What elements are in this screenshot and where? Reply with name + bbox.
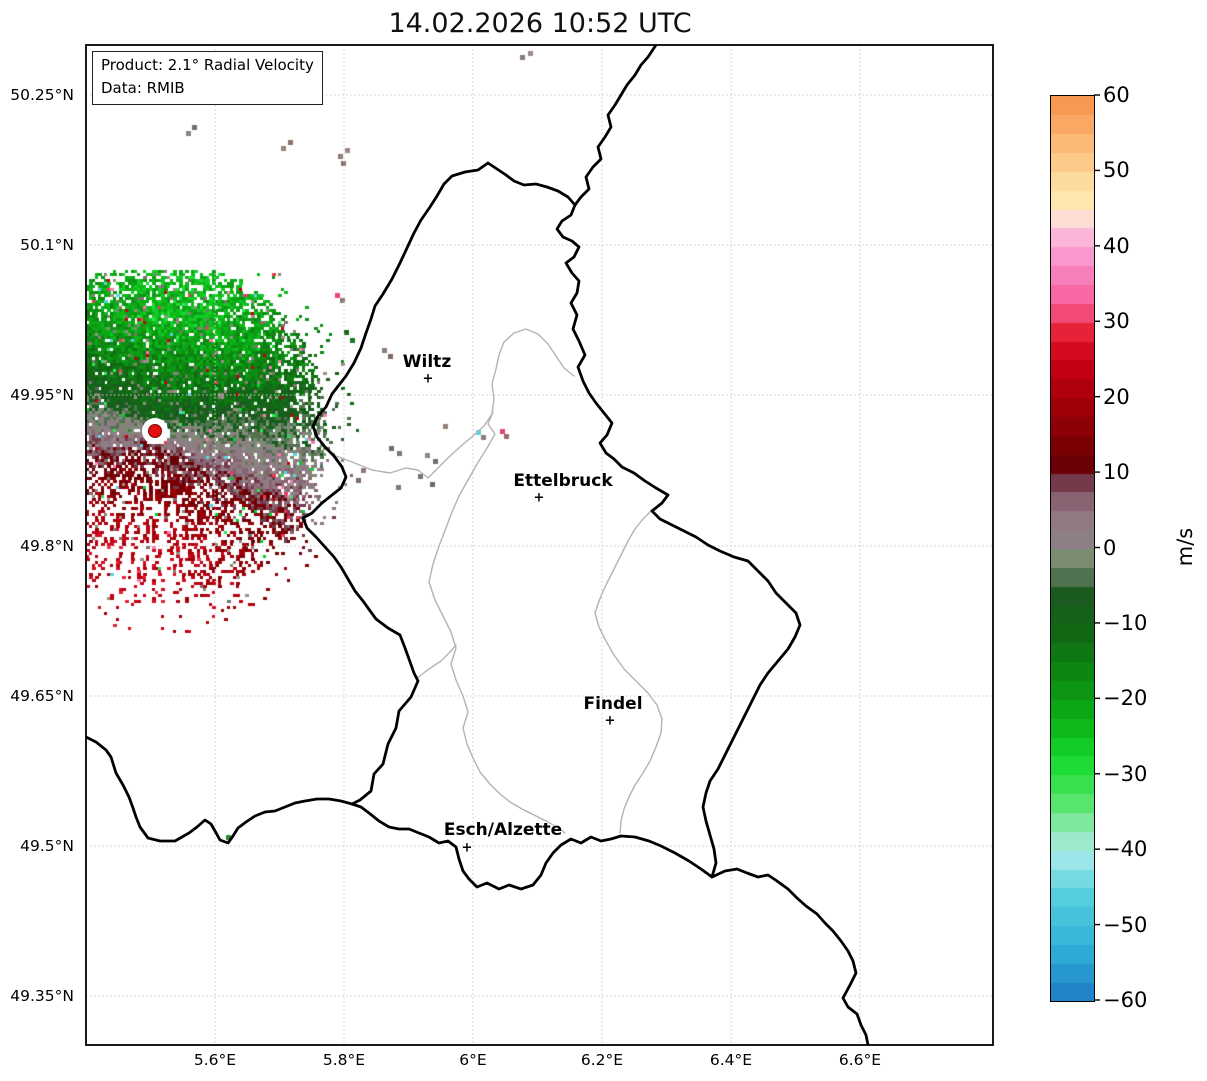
y-tick-label: 49.95°N	[10, 386, 74, 404]
figure-title: 14.02.2026 10:52 UTC	[388, 8, 692, 39]
city-marker-icon: +	[604, 713, 616, 729]
colorbar-tick-label: −20	[1103, 686, 1148, 711]
product-line: Product: 2.1° Radial Velocity	[101, 56, 314, 74]
x-tick-label: 6.6°E	[838, 1051, 882, 1069]
colorbar-tick-label: 30	[1103, 309, 1130, 334]
y-tick-label: 49.5°N	[20, 837, 74, 855]
data-source-line: Data: RMIB	[101, 79, 185, 98]
city-label: Esch/Alzette	[443, 820, 563, 840]
city-label: Ettelbruck	[513, 471, 613, 491]
x-tick-label: 6.4°E	[709, 1051, 753, 1069]
city-label: Wiltz	[402, 352, 452, 372]
y-tick-label: 50.25°N	[10, 86, 74, 104]
x-tick-label: 5.6°E	[193, 1051, 237, 1069]
x-tick-label: 5.8°E	[322, 1051, 366, 1069]
y-tick-label: 50.1°N	[20, 236, 74, 254]
y-tick-label: 49.35°N	[10, 987, 74, 1005]
city-marker-icon: +	[422, 371, 434, 387]
radar-site-marker	[142, 418, 168, 444]
city-marker-icon: +	[533, 490, 545, 506]
colorbar-tick-label: −40	[1103, 837, 1148, 862]
colorbar-tick-label: 10	[1103, 460, 1130, 485]
colorbar-tick-label: −50	[1103, 912, 1148, 937]
x-tick-label: 6°E	[459, 1051, 487, 1069]
district-borders	[332, 328, 663, 834]
colorbar-unit-label: m/s	[1173, 527, 1197, 567]
city-label: Findel	[583, 694, 643, 714]
colorbar-tick-label: −10	[1103, 610, 1148, 635]
y-tick-label: 49.65°N	[10, 687, 74, 705]
colorbar-tick-label: 50	[1103, 158, 1130, 183]
x-tick-label: 6.2°E	[580, 1051, 624, 1069]
map-layers	[86, 45, 993, 1045]
colorbar-tick-label: −60	[1103, 988, 1148, 1012]
colorbar-tick-label: −30	[1103, 761, 1148, 786]
colorbar-tick-label: 40	[1103, 233, 1130, 258]
colorbar-tick-label: 0	[1103, 535, 1117, 560]
plot-frame	[85, 44, 994, 1046]
country-borders	[86, 45, 870, 1045]
product-info-box: Product: 2.1° Radial Velocity Data: RMIB	[92, 51, 323, 105]
colorbar-tick-label: 60	[1103, 83, 1130, 107]
colorbar-tick-label: 20	[1103, 384, 1130, 409]
y-tick-label: 49.8°N	[20, 537, 74, 555]
city-marker-icon: +	[461, 840, 473, 856]
radar-site-dot	[148, 424, 162, 438]
grid-lines	[86, 45, 993, 1045]
colorbar	[1050, 95, 1095, 1002]
